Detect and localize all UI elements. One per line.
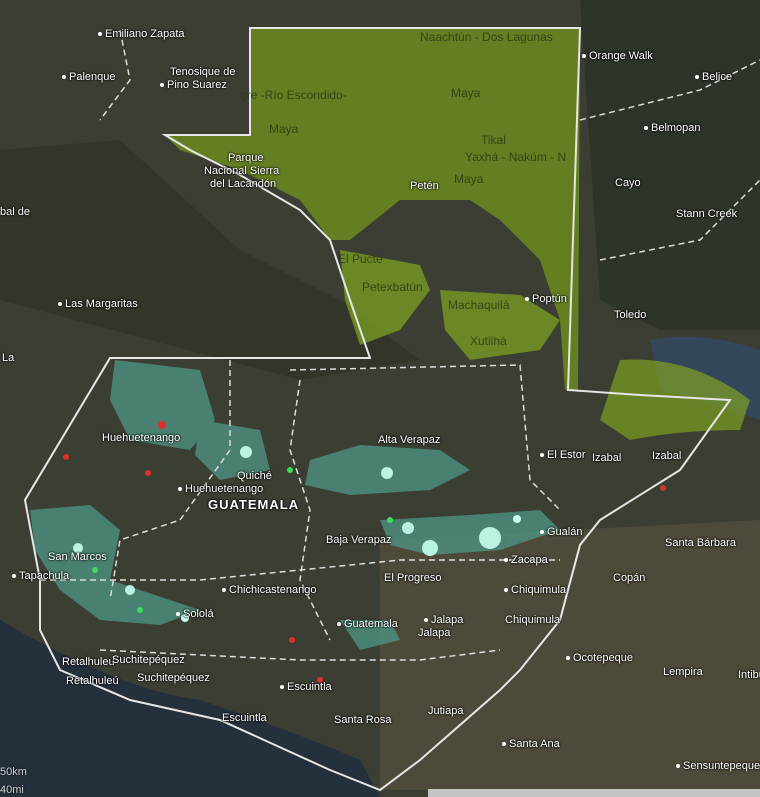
place-label: Belice xyxy=(695,71,732,83)
place-label: Huehuetenango xyxy=(102,432,181,444)
place-label: Escuintla xyxy=(222,712,267,724)
place-label: Escuintla xyxy=(280,681,332,693)
place-label: Suchitepéquez xyxy=(137,672,210,684)
protected-area-label: El Pucté xyxy=(338,252,383,266)
place-label: Jalapa xyxy=(418,627,451,639)
place-label: Huehuetenango xyxy=(178,483,263,495)
place-label: Izabal xyxy=(652,450,682,462)
place-label: El Progreso xyxy=(384,572,442,584)
place-label: Toledo xyxy=(614,309,647,321)
place-label: Alta Verapaz xyxy=(378,434,441,446)
place-label: Santa Rosa xyxy=(334,714,392,726)
place-label: Suchitepéquez xyxy=(112,654,185,666)
place-label: Santa Bárbara xyxy=(665,537,736,549)
place-label: Sensuntepeque xyxy=(676,760,760,772)
place-label: bal de xyxy=(0,206,30,218)
place-label: Jalapa xyxy=(424,614,463,626)
place-label: Ocotepeque xyxy=(566,652,633,664)
guatemala-border xyxy=(23,27,732,792)
place-label: Retalhuleu xyxy=(62,656,115,668)
place-label: Emiliano Zapata xyxy=(98,28,185,40)
place-label: Zacapa xyxy=(504,554,548,566)
place-label: Intibucá xyxy=(738,669,760,681)
place-label: Pino Suarez xyxy=(160,79,227,91)
scale-km: 50km xyxy=(0,766,27,778)
protected-area-label: Maya xyxy=(451,86,481,100)
place-label: Belmopan xyxy=(644,122,701,134)
protected-area-label: Naachtún - Dos Lagunas xyxy=(420,30,553,44)
place-label: Baja Verapaz xyxy=(326,534,392,546)
place-label: Stann Creek xyxy=(676,208,738,220)
place-label: El Estor xyxy=(540,449,586,461)
country-label: GUATEMALA xyxy=(208,497,300,512)
place-label: Retalhuleú xyxy=(66,675,119,687)
place-label: Cayo xyxy=(615,177,641,189)
protected-area-label: Tikal xyxy=(481,133,506,147)
protected-area-label: Xutilhá xyxy=(470,334,507,348)
protected-area-label: gre -Río Escondido- xyxy=(240,88,347,102)
maya-biosphere-reserve[interactable] xyxy=(165,28,580,390)
protected-area-izabal[interactable] xyxy=(600,359,750,441)
place-label: Tapachula xyxy=(12,570,69,582)
place-label: Chiquimula xyxy=(505,614,561,626)
protected-area-label: Maya xyxy=(454,172,484,186)
place-label: Gualán xyxy=(540,526,582,538)
place-label: Guatemala xyxy=(337,618,398,630)
protected-area-south-peten[interactable] xyxy=(340,250,560,360)
place-label: Jutiapa xyxy=(428,705,464,717)
place-label: Parque xyxy=(228,152,264,164)
place-label: Orange Walk xyxy=(582,50,653,62)
place-label: Chiquimula xyxy=(504,584,566,596)
terrain-dark xyxy=(0,140,420,380)
place-label: Lempira xyxy=(663,666,703,678)
place-label: Las Margaritas xyxy=(58,298,138,310)
place-label: Chichicastenango xyxy=(222,584,316,596)
place-label: Santa Ana xyxy=(502,738,560,750)
place-label: Nacional Sierra xyxy=(204,165,280,177)
protected-area-label: Petexbatún xyxy=(362,280,423,294)
place-label: Tenosique de xyxy=(170,66,236,78)
place-label: Poptún xyxy=(525,293,567,305)
place-label: Petén xyxy=(410,180,439,192)
protected-area-label: Maya xyxy=(269,122,299,136)
place-label: San Marcos xyxy=(48,551,107,563)
place-label: Quiché xyxy=(237,470,272,482)
department-borders xyxy=(40,29,760,661)
place-label: Palenque xyxy=(62,71,116,83)
place-label: Izabal xyxy=(592,452,622,464)
place-label: Sololá xyxy=(176,608,214,620)
protected-area-label: Yaxhá - Nakúm - N xyxy=(465,150,567,164)
protected-area-label: Machaquilá xyxy=(448,298,510,312)
scale-mi: 40mi xyxy=(0,784,24,796)
place-label: Copán xyxy=(613,572,646,584)
place-label: La xyxy=(2,352,15,364)
pacific-ocean xyxy=(0,620,380,797)
attribution-bar xyxy=(428,789,760,797)
place-label: del Lacandón xyxy=(210,178,277,190)
